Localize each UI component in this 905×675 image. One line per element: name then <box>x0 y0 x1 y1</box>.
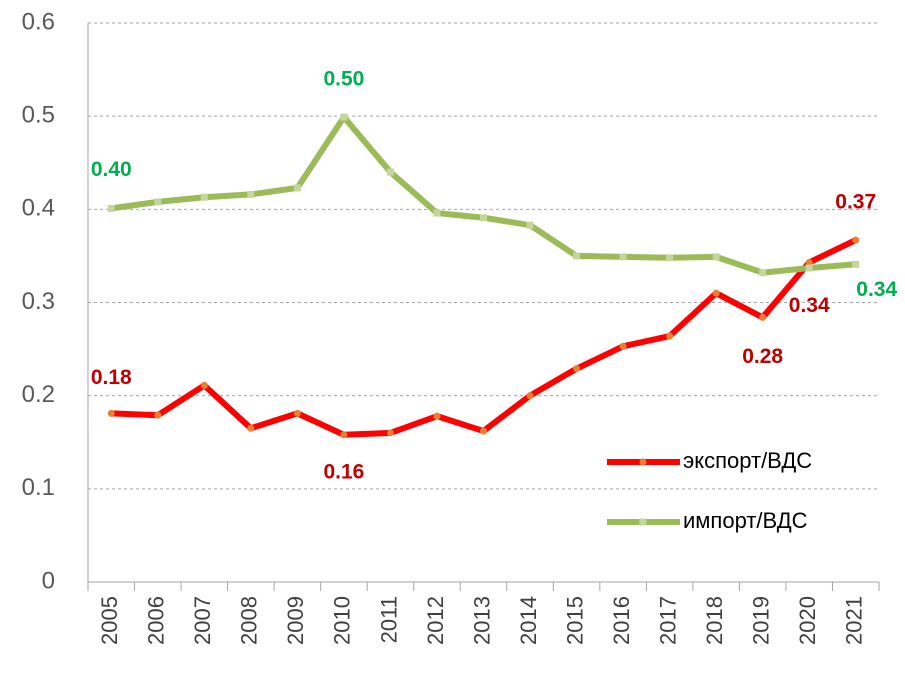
data-label: 0.50 <box>323 68 364 91</box>
marker <box>107 204 115 212</box>
marker <box>340 113 348 121</box>
x-tick-label: 2009 <box>283 596 308 645</box>
marker <box>666 332 674 340</box>
marker <box>573 365 581 373</box>
data-label: 0.37 <box>835 191 876 214</box>
x-tick-label: 2014 <box>516 596 541 645</box>
marker <box>154 411 162 419</box>
legend-marker <box>639 458 647 466</box>
y-tick-label: 0.6 <box>22 8 55 35</box>
y-tick-label: 0.3 <box>22 288 55 315</box>
marker <box>480 427 487 435</box>
x-tick-label: 2010 <box>330 596 355 645</box>
marker <box>805 264 813 272</box>
marker <box>200 381 208 389</box>
legend-label: импорт/ВДС <box>683 508 808 533</box>
marker <box>247 424 255 432</box>
x-tick-label: 2019 <box>748 596 773 645</box>
legend-marker <box>639 518 647 526</box>
x-tick-label: 2021 <box>842 596 867 645</box>
x-tick-label: 2012 <box>423 596 448 645</box>
y-tick-label: 0.4 <box>22 195 55 222</box>
x-tick-label: 2018 <box>702 596 727 645</box>
data-label: 0.18 <box>91 366 132 389</box>
marker <box>200 193 208 201</box>
y-tick-label: 0.5 <box>22 102 55 129</box>
marker <box>619 342 627 350</box>
x-tick-label: 2020 <box>795 596 820 645</box>
y-tick-label: 0.2 <box>22 381 55 408</box>
marker <box>852 260 860 268</box>
marker <box>154 198 162 206</box>
x-tick-label: 2013 <box>469 596 494 645</box>
y-tick-label: 0 <box>42 567 55 594</box>
marker <box>666 254 674 262</box>
marker <box>247 190 255 198</box>
x-tick-label: 2015 <box>562 596 587 645</box>
marker <box>759 313 767 321</box>
y-tick-label: 0.1 <box>22 474 55 501</box>
x-tick-label: 2011 <box>376 596 401 643</box>
marker <box>433 209 441 217</box>
marker <box>293 409 301 417</box>
x-tick-label: 2005 <box>97 596 122 645</box>
marker <box>386 429 394 437</box>
x-tick-label: 2016 <box>609 596 634 645</box>
marker <box>480 214 487 222</box>
marker <box>526 392 534 400</box>
marker <box>712 253 720 261</box>
marker <box>619 253 627 261</box>
marker <box>712 289 720 297</box>
data-label: 0.34 <box>789 294 830 317</box>
data-label: 0.28 <box>742 345 783 368</box>
marker <box>433 412 441 420</box>
marker <box>340 431 348 439</box>
marker <box>852 236 860 244</box>
x-tick-label: 2008 <box>237 596 262 645</box>
marker <box>805 258 813 266</box>
x-tick-label: 2006 <box>144 596 169 645</box>
data-label: 0.40 <box>91 158 132 181</box>
data-label: 0.16 <box>323 460 364 483</box>
marker <box>573 252 581 260</box>
legend-label: экспорт/ВДС <box>683 448 812 473</box>
x-tick-label: 2017 <box>655 596 680 645</box>
data-label: 0.34 <box>856 278 897 301</box>
marker <box>759 269 767 277</box>
marker <box>386 168 394 176</box>
series-line <box>110 114 856 276</box>
marker <box>107 409 115 417</box>
x-tick-label: 2007 <box>190 596 215 645</box>
marker <box>526 221 534 229</box>
marker <box>293 184 301 192</box>
